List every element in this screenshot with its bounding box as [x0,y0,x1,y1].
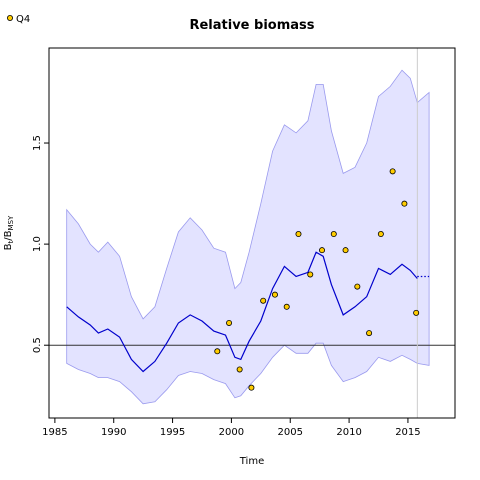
q4-point [307,271,314,278]
y-tick-label: 0.5 [32,337,43,353]
y-axis-label: Bt/BMSY [3,215,15,250]
y-axis-label-mid: /B [3,230,14,240]
y-axis-label-base: B [3,243,14,250]
q4-point [214,348,221,355]
q4-point [342,247,349,254]
y-tick-label: 1.5 [32,135,43,151]
plot-frame [48,47,456,419]
plot-content: 1985 1990 1995 2000 2005 2010 2015 0.5 1.0 1.5 [32,47,456,438]
legend-q4-symbol [7,14,13,21]
q4-point [377,231,384,238]
q4-point [354,283,361,290]
confidence-band [66,69,430,405]
x-tick-label: 2000 [219,427,244,438]
q4-point [401,200,408,207]
x-tick-label: 2010 [336,427,361,438]
x-tick-label: 1995 [160,427,185,438]
q4-point [226,319,233,326]
q4-point [260,297,267,304]
estimate-line [66,251,418,373]
x-tick-label: 2015 [395,427,420,438]
x-tick-label: 1990 [101,427,126,438]
y-axis-label-sub2: MSY [7,215,15,230]
x-tick-label: 1985 [42,427,67,438]
q4-point [236,366,243,373]
legend-q4-label: Q4 [16,14,30,25]
q4-point [283,303,290,310]
q4-point [413,309,420,316]
x-tick-label: 2005 [278,427,303,438]
y-axis-label-sub1: t [7,240,15,243]
q4-point [295,231,302,238]
q4-point [366,330,373,337]
q4-point [271,291,278,298]
q4-point [389,168,396,175]
legend: Q4 [7,14,30,25]
y-tick-label: 1.0 [32,236,43,252]
q4-point [330,231,337,238]
chart-title: Relative biomass [189,18,314,33]
x-axis-label: Time [239,456,264,467]
q4-point [319,247,326,254]
q4-point [248,384,255,391]
